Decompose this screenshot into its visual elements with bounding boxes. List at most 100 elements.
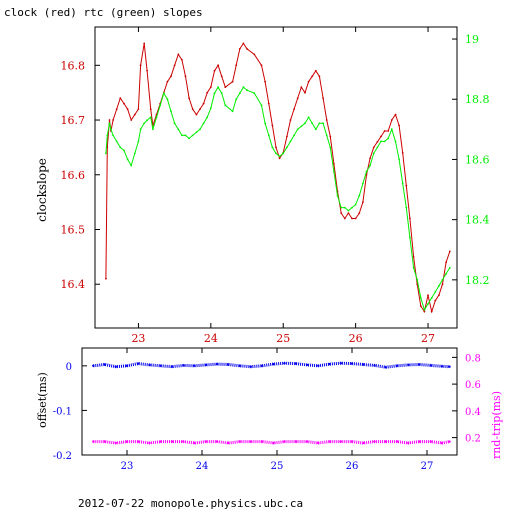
series-point-rtc (293, 134, 295, 137)
series-point-clock (217, 64, 220, 67)
series-point-rtc (300, 125, 303, 128)
series-point-rnd-trip (440, 441, 444, 445)
series-point-clock (199, 108, 201, 110)
series-point-rtc (307, 116, 310, 119)
series-point-rtc (143, 122, 146, 125)
series-point-rtc (199, 128, 201, 131)
series-point-rtc (405, 206, 408, 209)
y-tick-label: 16.8 (61, 59, 86, 72)
series-point-rnd-trip (272, 441, 275, 445)
series-point-clock (133, 113, 136, 116)
series-point-rnd-trip (429, 440, 432, 443)
series-point-clock (123, 102, 125, 105)
series-point-rtc (304, 122, 306, 125)
series-point-rtc (181, 134, 183, 137)
series-point-rnd-trip (395, 440, 399, 443)
x-tick-label: 24 (196, 461, 209, 472)
y-tick-label: 16.5 (61, 223, 86, 236)
series-point-rtc (325, 134, 328, 137)
y2-tick-label: 18.4 (465, 214, 490, 227)
series-point-rnd-trip (339, 440, 342, 443)
series-point-clock (188, 97, 191, 99)
series-point-clock (170, 75, 172, 78)
series-point-rtc (242, 86, 245, 89)
series-point-clock (347, 212, 350, 215)
series-point-rtc (123, 149, 125, 152)
series-point-rtc (149, 116, 152, 119)
x-tick-label: 23 (121, 461, 134, 472)
series-point-clock (318, 75, 321, 78)
series-point-rtc (351, 206, 353, 209)
series-point-rnd-trip (114, 441, 118, 445)
series-point-rtc (318, 122, 321, 125)
series-point-clock (253, 53, 256, 56)
series-point-rtc (220, 92, 223, 95)
series-point-rnd-trip (92, 440, 95, 443)
y2-tick-label: 0.6 (465, 380, 481, 391)
series-point-rtc (336, 194, 339, 197)
series-point-clock (137, 108, 140, 110)
series-point-rtc (282, 152, 285, 155)
series-point-clock (340, 212, 343, 215)
series-point-offset (448, 365, 451, 368)
series-point-offset (407, 363, 410, 367)
series-point-rtc (119, 146, 122, 149)
series-point-offset (294, 362, 297, 365)
series-point-clock (115, 108, 118, 110)
series-point-offset (249, 365, 252, 368)
series-point-clock (351, 217, 353, 220)
series-point-rtc (340, 206, 343, 209)
series-point-rtc (195, 131, 198, 134)
series-point-rtc (329, 146, 332, 149)
y2-tick-label: 18.8 (465, 93, 490, 106)
series-point-rnd-trip (125, 440, 129, 443)
series-point-rtc (365, 170, 368, 173)
series-point-rtc (224, 104, 227, 107)
series-point-rnd-trip (170, 440, 174, 443)
series-point-clock (195, 113, 198, 116)
series-point-clock (296, 97, 299, 99)
series-point-offset (418, 363, 421, 366)
y-tick-label: 16.6 (61, 169, 86, 182)
series-point-clock (184, 75, 187, 78)
series-point-offset (339, 362, 342, 365)
series-point-clock (354, 217, 357, 220)
series-point-clock (322, 97, 324, 99)
series-point-rnd-trip (305, 440, 309, 443)
series-point-offset (384, 366, 387, 369)
series-point-clock (438, 294, 440, 297)
series-point-rnd-trip (193, 441, 196, 445)
series-point-clock (149, 108, 152, 110)
x-tick-label: 23 (131, 332, 145, 345)
series-point-rtc (188, 137, 191, 140)
series-point-offset (170, 365, 174, 368)
series-point-rtc (441, 278, 444, 281)
series-point-offset (215, 362, 219, 366)
y2-tick-label: 0.2 (465, 434, 481, 445)
y2-tick-label: 19 (465, 33, 479, 46)
y2-tick-label: 18.6 (465, 153, 490, 166)
series-point-rnd-trip (159, 440, 162, 443)
series-point-rtc (108, 122, 111, 125)
series-point-clock (246, 48, 248, 50)
series-point-rtc (430, 297, 433, 299)
series-point-clock (289, 119, 292, 121)
series-point-rtc (260, 104, 263, 107)
series-point-rnd-trip (137, 440, 140, 443)
top-axes: 23 24 25 26 27 16.4 16.5 16.6 16.7 16.8 18.2 18.4 18… (61, 27, 490, 345)
series-point-rtc (112, 134, 114, 137)
series-point-clock (264, 80, 266, 83)
series-point-clock (423, 310, 426, 313)
series-point-rtc (206, 116, 209, 119)
series-band-offset (93, 361, 450, 369)
series-point-clock (362, 201, 364, 204)
series-point-rnd-trip (384, 440, 387, 443)
series-point-clock (278, 157, 281, 160)
series-point-offset (125, 364, 129, 367)
series-point-rtc (376, 146, 379, 149)
series-point-rnd-trip (260, 440, 264, 443)
y-tick-label: 16.4 (61, 278, 86, 291)
series-point-clock (307, 80, 310, 83)
y-tick-label: -0.1 (53, 406, 72, 417)
series-point-clock (412, 256, 415, 258)
